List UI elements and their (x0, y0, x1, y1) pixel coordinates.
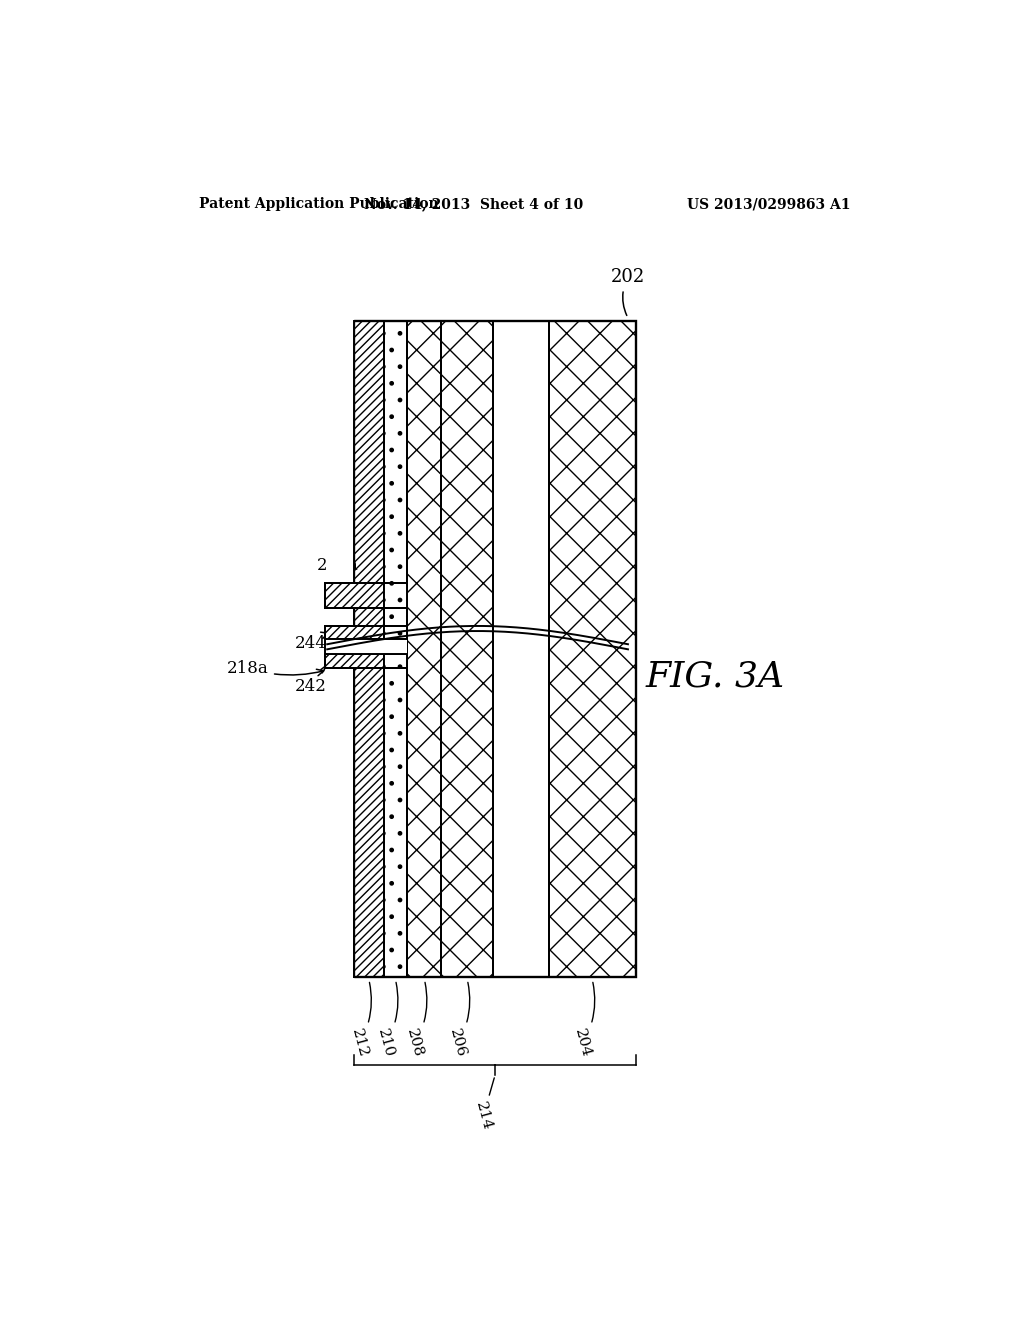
Text: 208: 208 (404, 982, 427, 1059)
Bar (384, 321, 408, 977)
Bar (384, 583, 408, 607)
Bar (354, 321, 384, 977)
Text: Patent Application Publication: Patent Application Publication (200, 197, 439, 211)
Bar (325, 639, 408, 655)
Text: 210: 210 (376, 982, 398, 1059)
Bar (494, 321, 549, 977)
Bar (325, 655, 384, 668)
Bar (549, 321, 636, 977)
Text: 214: 214 (473, 1078, 495, 1133)
Text: 244: 244 (295, 632, 330, 652)
Text: 242: 242 (295, 665, 327, 696)
Text: FIG. 3A: FIG. 3A (646, 660, 784, 694)
Bar (408, 321, 441, 977)
Text: 218a: 218a (227, 660, 324, 677)
Bar (441, 321, 494, 977)
Text: 218a: 218a (316, 557, 358, 591)
Bar (384, 655, 408, 668)
Bar (325, 583, 384, 607)
Text: US 2013/0299863 A1: US 2013/0299863 A1 (687, 197, 850, 211)
Text: 206: 206 (447, 982, 470, 1059)
Bar (325, 626, 384, 639)
Text: Nov. 14, 2013  Sheet 4 of 10: Nov. 14, 2013 Sheet 4 of 10 (364, 197, 583, 211)
Text: 202: 202 (610, 268, 645, 315)
Text: 212: 212 (349, 982, 372, 1059)
Bar (384, 626, 408, 639)
Text: 204: 204 (572, 982, 595, 1059)
Bar (354, 321, 636, 977)
